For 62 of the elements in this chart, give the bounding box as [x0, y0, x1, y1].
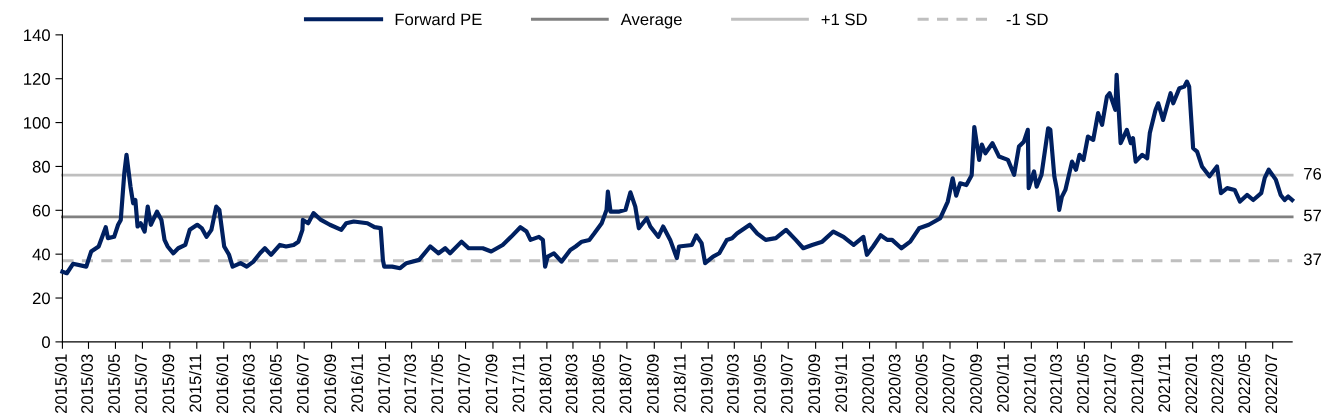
y-tick-label: 60	[32, 204, 50, 217]
x-tick-label: 2022/07	[1264, 354, 1278, 414]
x-tick-label: 2016/05	[269, 354, 282, 414]
data-label: 76	[1304, 167, 1322, 180]
y-tick-label: 40	[32, 248, 50, 261]
data-label: 57	[1303, 209, 1321, 222]
x-tick-label: 2018/03	[565, 354, 578, 414]
x-tick-label: 2015/09	[162, 354, 175, 414]
y-tick-label: 80	[32, 160, 50, 173]
legend-label: +1 SD	[821, 13, 867, 26]
x-tick-label: 2018/05	[592, 354, 605, 414]
x-tick-label: 2016/03	[242, 354, 255, 414]
x-tick-label: 2015/07	[134, 354, 147, 414]
y-tick-label: 20	[32, 292, 50, 305]
x-tick-label: 2015/11	[189, 354, 202, 412]
legend-label: Average	[620, 13, 682, 29]
x-tick-label: 2015/05	[107, 354, 120, 414]
x-tick-label: 2018/01	[539, 354, 552, 414]
x-tick-label: 2017/07	[457, 354, 471, 414]
x-tick-label: 2017/09	[485, 354, 498, 414]
x-tick-label: 2021/07	[1103, 354, 1116, 414]
x-tick-label: 2020/09	[969, 354, 982, 414]
x-tick-label: 2021/03	[1049, 354, 1062, 414]
y-tick-label: 0	[41, 336, 50, 349]
x-tick-label: 2017/11	[512, 354, 525, 412]
line-series	[60, 72, 1295, 276]
x-tick-label: 2019/01	[700, 354, 713, 414]
x-tick-label: 2021/01	[1023, 354, 1036, 414]
data-label: 37	[1303, 253, 1321, 266]
x-tick-label: 2017/01	[377, 354, 391, 414]
x-tick-label: 2018/09	[646, 354, 659, 414]
x-tick-label: 2019/07	[780, 354, 793, 414]
x-tick-label: 2019/05	[753, 354, 766, 414]
x-tick-label: 2015/03	[80, 354, 93, 414]
x-tick-label: 2018/07	[619, 354, 632, 414]
y-tick-label: 100	[24, 116, 50, 129]
x-tick-label: 2019/09	[807, 354, 821, 414]
x-tick-label: 2020/03	[888, 354, 901, 414]
x-tick-label: 2022/01	[1184, 354, 1198, 414]
x-tick-label: 2020/11	[996, 354, 1009, 412]
x-tick-label: 2020/07	[942, 354, 955, 414]
x-tick-label: 2021/09	[1130, 354, 1144, 414]
x-tick-label: 2019/11	[834, 354, 848, 412]
x-tick-label: 2022/03	[1211, 354, 1224, 414]
x-tick-label: 2017/05	[430, 354, 444, 414]
x-tick-label: 2016/07	[296, 354, 309, 414]
y-tick-label: 120	[24, 73, 50, 85]
x-tick-label: 2021/11	[1157, 354, 1171, 412]
x-tick-label: 2018/11	[673, 354, 686, 412]
x-tick-label: 2020/01	[861, 354, 875, 414]
legend-label: -1 SD	[1006, 13, 1048, 26]
x-tick-label: 2021/05	[1076, 354, 1089, 414]
x-tick-label: 2016/09	[323, 354, 337, 414]
x-tick-label: 2019/03	[726, 354, 739, 414]
x-tick-label: 2015/01	[54, 354, 67, 414]
x-tick-label: 2016/11	[350, 354, 364, 412]
y-tick-label: 140	[24, 29, 50, 42]
x-tick-label: 2016/01	[215, 354, 229, 414]
legend-label: Forward PE	[395, 13, 482, 26]
x-tick-label: 2017/03	[403, 354, 417, 414]
x-tick-label: 2022/05	[1237, 354, 1251, 414]
x-tick-label: 2020/05	[915, 354, 928, 414]
